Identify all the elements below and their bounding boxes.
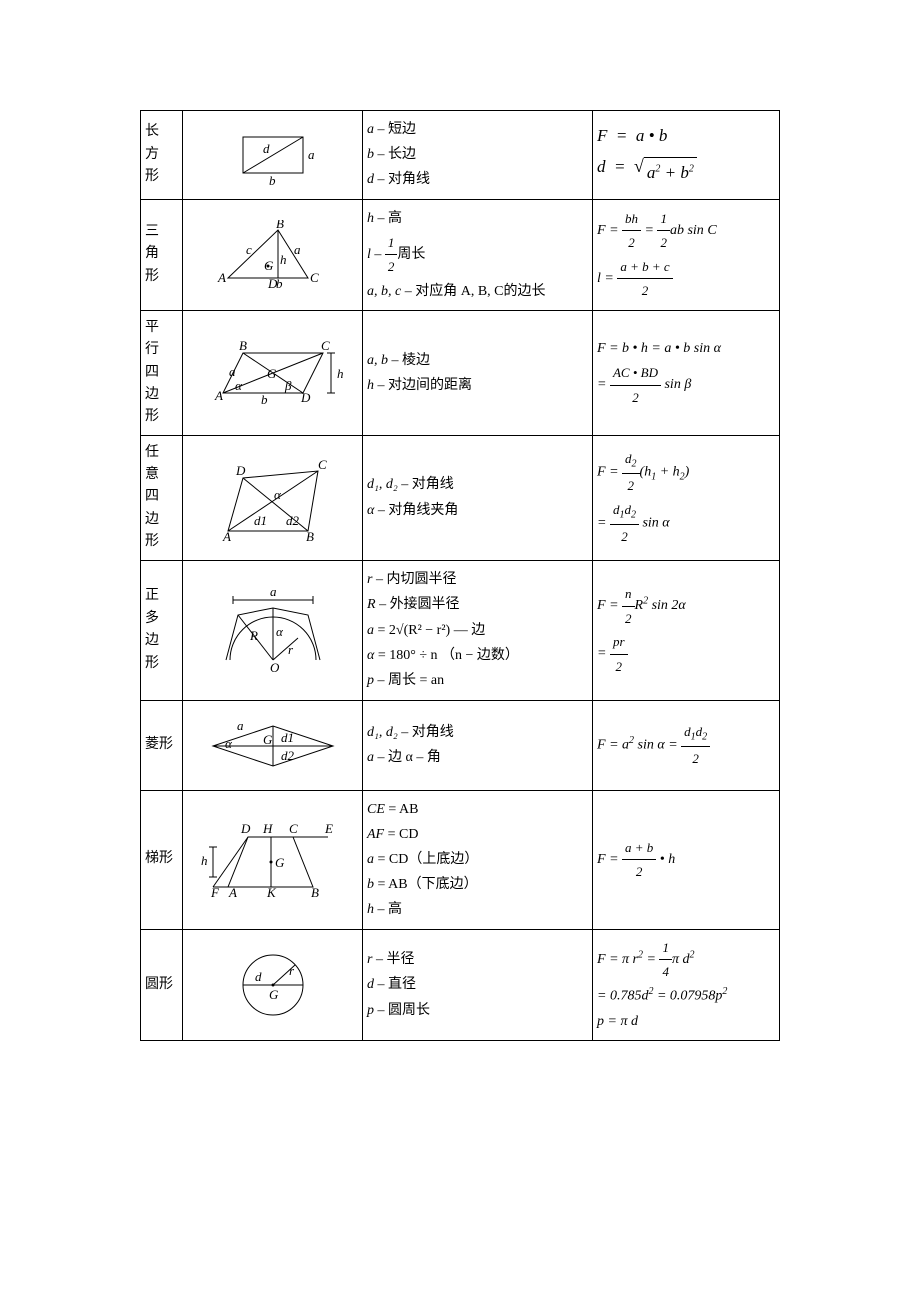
shape-symbols: r – 半径d – 直径p – 圆周长 bbox=[363, 929, 593, 1041]
svg-text:d: d bbox=[255, 969, 262, 984]
svg-text:a: a bbox=[229, 364, 236, 379]
svg-text:G: G bbox=[267, 366, 277, 381]
shape-name: 菱形 bbox=[141, 700, 183, 790]
shape-diagram: A B C D d1 d2 α bbox=[183, 435, 363, 560]
shape-name: 长方形 bbox=[141, 111, 183, 200]
svg-text:A: A bbox=[222, 529, 231, 543]
svg-text:c: c bbox=[246, 242, 252, 257]
svg-text:α: α bbox=[225, 736, 233, 751]
svg-text:B: B bbox=[276, 220, 284, 231]
svg-text:a: a bbox=[308, 147, 315, 162]
shape-name: 平行四边形 bbox=[141, 310, 183, 435]
svg-text:A: A bbox=[217, 270, 226, 285]
svg-text:α: α bbox=[274, 487, 282, 502]
svg-text:C: C bbox=[321, 338, 330, 353]
shape-formulas: F = n2R2 sin 2α = pr2 bbox=[593, 560, 780, 700]
table-row: 任意四边形 A B C D d1 d2 α d₁, d₂ – 对角线α – 对角线夹角 F… bbox=[141, 435, 780, 560]
svg-text:d: d bbox=[263, 141, 270, 156]
shape-formulas: F = a • b d = √a2 + b2 bbox=[593, 111, 780, 200]
shape-formulas: F = a2 sin α = d1d22 bbox=[593, 700, 780, 790]
svg-text:D: D bbox=[267, 276, 278, 290]
shape-diagram: d a b bbox=[183, 111, 363, 200]
shape-name: 圆形 bbox=[141, 929, 183, 1041]
svg-text:B: B bbox=[306, 529, 314, 543]
table-row: 平行四边形 A B C D a b α βGh a, b – 棱边h – 对边间的距离 F … bbox=[141, 310, 780, 435]
svg-text:D: D bbox=[300, 390, 311, 405]
shape-name: 任意四边形 bbox=[141, 435, 183, 560]
svg-text:G: G bbox=[269, 987, 279, 1002]
svg-text:d1: d1 bbox=[254, 513, 267, 528]
shape-symbols: r – 内切圆半径R – 外接圆半径a = 2√(R² − r²) — 边α =… bbox=[363, 560, 593, 700]
table-row: 圆形 drG r – 半径d – 直径p – 圆周长 F = π r2 = 14… bbox=[141, 929, 780, 1041]
svg-text:h: h bbox=[201, 853, 208, 868]
svg-text:C: C bbox=[310, 270, 319, 285]
svg-text:b: b bbox=[261, 392, 268, 407]
svg-text:C: C bbox=[318, 457, 327, 472]
shape-formulas: F = a + b2 • h bbox=[593, 790, 780, 929]
svg-text:a: a bbox=[237, 718, 244, 733]
shape-formulas: F = b • h = a • b sin α = AC • BD2 sin β bbox=[593, 310, 780, 435]
svg-text:r: r bbox=[288, 642, 294, 657]
svg-text:F: F bbox=[210, 885, 220, 900]
shape-diagram: drG bbox=[183, 929, 363, 1041]
svg-text:A: A bbox=[214, 388, 223, 403]
shape-diagram: DH C E FA K B Gh bbox=[183, 790, 363, 929]
svg-text:b: b bbox=[269, 173, 276, 185]
shape-symbols: d₁, d₂ – 对角线α – 对角线夹角 bbox=[363, 435, 593, 560]
svg-text:C: C bbox=[289, 821, 298, 836]
shape-formulas: F = d22(h1 + h2) = d1d22 sin α bbox=[593, 435, 780, 560]
table-row: 三角形 ABC cahb GD h – 高l – 12周长a, b, c – 对… bbox=[141, 199, 780, 310]
svg-text:h: h bbox=[280, 252, 287, 267]
shape-symbols: h – 高l – 12周长a, b, c – 对应角 A, B, C的边长 bbox=[363, 199, 593, 310]
svg-text:β: β bbox=[284, 378, 292, 393]
svg-text:O: O bbox=[270, 660, 280, 675]
table-row: 长方形 d a b a – 短边b – 长边d – 对角线 F = a • b d … bbox=[141, 111, 780, 200]
shape-formulas: F = π r2 = 14π d2 = 0.785d2 = 0.07958p2 … bbox=[593, 929, 780, 1041]
formula-table: 长方形 d a b a – 短边b – 长边d – 对角线 F = a • b d … bbox=[140, 110, 780, 1041]
svg-text:d1: d1 bbox=[281, 730, 294, 745]
svg-text:G: G bbox=[275, 855, 285, 870]
svg-text:A: A bbox=[228, 885, 237, 900]
shape-diagram: ABC cahb GD bbox=[183, 199, 363, 310]
table-row: 菱形 aα Gd1 d2 d₁, d₂ – 对角线a – 边 α – 角 F = a… bbox=[141, 700, 780, 790]
shape-name: 正多边形 bbox=[141, 560, 183, 700]
shape-diagram: a RαrO bbox=[183, 560, 363, 700]
svg-text:h: h bbox=[337, 366, 344, 381]
shape-formulas: F = bh2 = 12ab sin C l = a + b + c2 bbox=[593, 199, 780, 310]
svg-text:D: D bbox=[235, 463, 246, 478]
svg-text:B: B bbox=[239, 338, 247, 353]
table-row: 梯形 DH C E FA K B Gh CE = ABAF = CDa = CD（上底边… bbox=[141, 790, 780, 929]
page: 长方形 d a b a – 短边b – 长边d – 对角线 F = a • b d … bbox=[0, 0, 920, 1041]
shape-diagram: A B C D a b α βGh bbox=[183, 310, 363, 435]
svg-text:α: α bbox=[235, 378, 243, 393]
shape-diagram: aα Gd1 d2 bbox=[183, 700, 363, 790]
svg-text:D: D bbox=[240, 821, 251, 836]
svg-text:α: α bbox=[276, 624, 284, 639]
shape-name: 三角形 bbox=[141, 199, 183, 310]
shape-name: 梯形 bbox=[141, 790, 183, 929]
shape-symbols: a, b – 棱边h – 对边间的距离 bbox=[363, 310, 593, 435]
svg-text:E: E bbox=[324, 821, 333, 836]
shape-symbols: a – 短边b – 长边d – 对角线 bbox=[363, 111, 593, 200]
shape-symbols: d₁, d₂ – 对角线a – 边 α – 角 bbox=[363, 700, 593, 790]
svg-text:d2: d2 bbox=[286, 513, 300, 528]
svg-text:R: R bbox=[249, 628, 258, 643]
svg-text:a: a bbox=[294, 242, 301, 257]
svg-text:B: B bbox=[311, 885, 319, 900]
svg-text:d2: d2 bbox=[281, 748, 295, 763]
svg-text:G: G bbox=[263, 732, 273, 747]
svg-text:a: a bbox=[270, 584, 277, 599]
shape-symbols: CE = ABAF = CDa = CD（上底边）b = AB（下底边）h – … bbox=[363, 790, 593, 929]
svg-text:K: K bbox=[266, 885, 277, 900]
table-row: 正多边形 a RαrO r – 内切圆半径R – 外接圆半径a = 2√(R² … bbox=[141, 560, 780, 700]
svg-text:H: H bbox=[262, 821, 273, 836]
